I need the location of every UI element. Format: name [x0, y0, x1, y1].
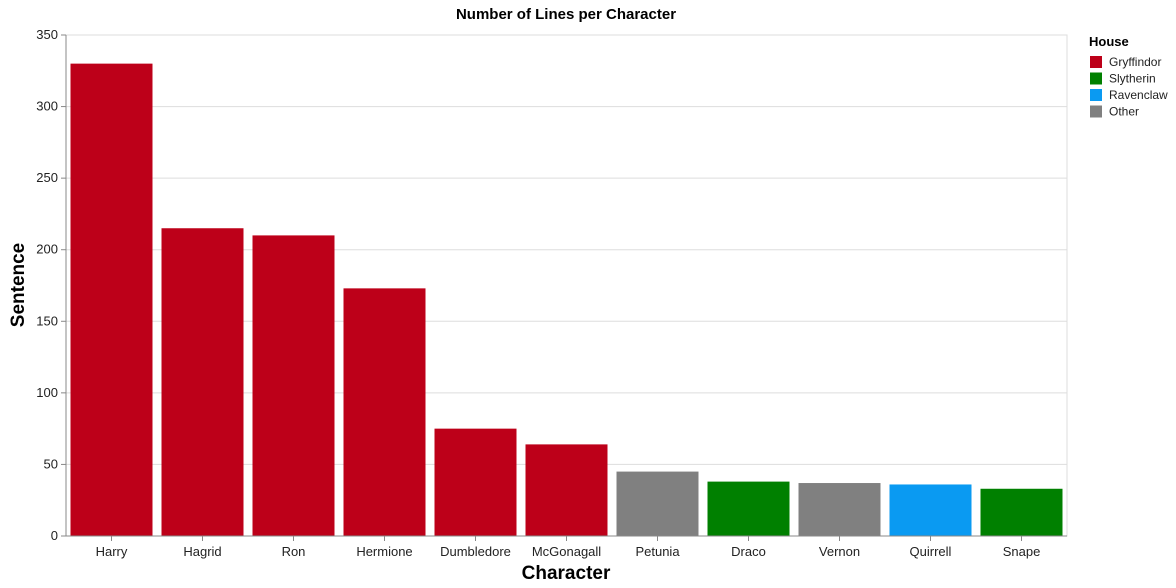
x-tick-label: Hermione	[356, 544, 412, 559]
y-axis-title: Sentence	[8, 243, 29, 327]
x-tick-label: Quirrell	[910, 544, 952, 559]
y-tick-label: 350	[36, 27, 58, 42]
x-axis-title: Character	[522, 563, 611, 584]
bar-dumbledore	[434, 428, 517, 536]
y-tick-label: 250	[36, 170, 58, 185]
bar-harry	[70, 63, 153, 536]
legend-label-gryffindor: Gryffindor	[1109, 55, 1161, 69]
bars	[70, 63, 1063, 536]
x-tick-label: Hagrid	[183, 544, 221, 559]
legend-swatch-gryffindor	[1090, 56, 1102, 68]
bar-draco	[707, 481, 790, 536]
bar-snape	[980, 488, 1063, 536]
bar-hermione	[343, 288, 426, 536]
legend-label-ravenclaw: Ravenclaw	[1109, 88, 1168, 102]
x-axis: Harry Hagrid Ron Hermione Dumbledore McGonaga…	[66, 535, 1067, 559]
legend-swatch-other	[1090, 105, 1102, 118]
legend-label-slytherin: Slytherin	[1109, 72, 1156, 86]
x-tick-label: Dumbledore	[440, 544, 511, 559]
bar-hagrid	[161, 228, 244, 536]
y-tick-label: 0	[51, 528, 58, 543]
y-tick-label: 100	[36, 385, 58, 400]
legend-title: House	[1089, 34, 1129, 49]
bar-vernon	[798, 483, 881, 536]
x-tick-label: Ron	[282, 544, 306, 559]
legend-label-other: Other	[1109, 105, 1139, 119]
x-tick-label: Draco	[731, 544, 766, 559]
bar-ron	[252, 235, 335, 536]
legend: House Gryffindor Slytherin Ravenclaw Other	[1089, 34, 1168, 119]
chart-title: Number of Lines per Character	[456, 6, 676, 23]
x-tick-label: Petunia	[635, 544, 680, 559]
legend-swatch-ravenclaw	[1090, 89, 1102, 101]
bar-quirrell	[889, 484, 972, 536]
y-tick-label: 50	[44, 456, 58, 471]
x-tick-label: Harry	[96, 544, 128, 559]
y-tick-label: 300	[36, 99, 58, 114]
bar-mcgonagall	[525, 444, 608, 536]
x-tick-label: Vernon	[819, 544, 860, 559]
legend-swatch-slytherin	[1090, 72, 1102, 85]
bar-petunia	[616, 471, 699, 536]
x-tick-label: Snape	[1003, 544, 1041, 559]
x-tick-label: McGonagall	[532, 544, 601, 559]
y-axis: 0 50 100 150 200 250 300 350	[36, 27, 67, 543]
y-tick-label: 150	[36, 313, 58, 328]
y-tick-label: 200	[36, 242, 58, 257]
